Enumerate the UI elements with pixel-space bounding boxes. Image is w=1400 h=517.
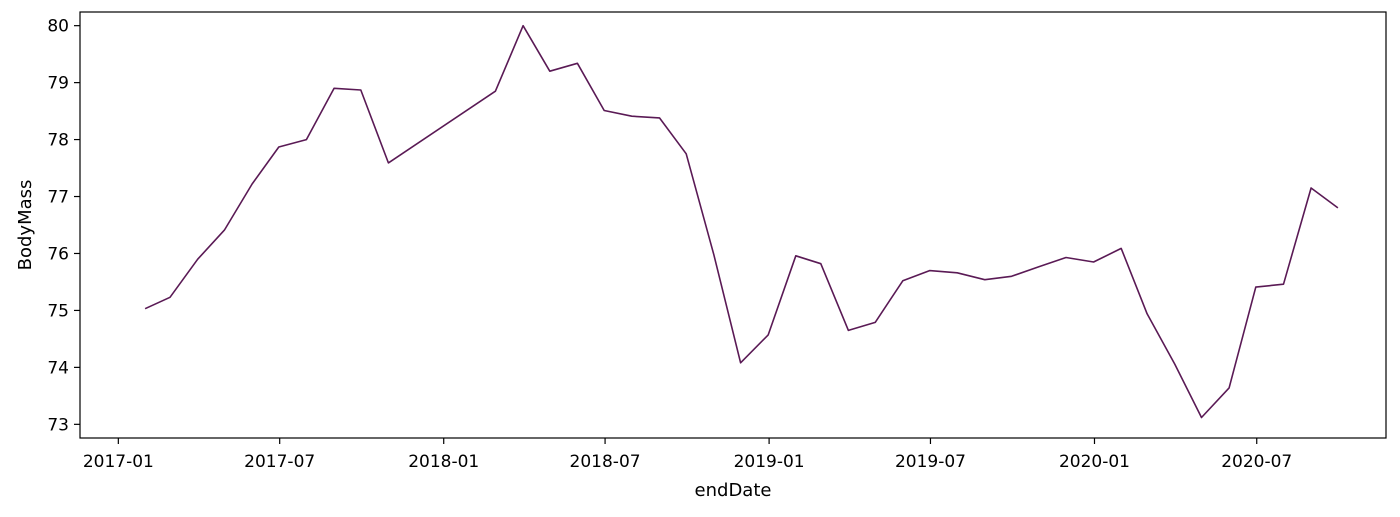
data-point — [984, 279, 986, 281]
data-point — [658, 117, 660, 119]
data-point — [631, 115, 633, 117]
x-tick-label: 2017-01 — [83, 452, 154, 472]
data-point — [603, 109, 605, 111]
y-tick-label: 78 — [47, 131, 69, 151]
data-point — [169, 296, 171, 298]
y-tick-label: 77 — [47, 188, 69, 208]
x-tick-label: 2019-01 — [734, 452, 805, 472]
data-point — [305, 138, 307, 140]
data-point — [1337, 207, 1339, 209]
data-point — [874, 321, 876, 323]
data-point — [1092, 261, 1094, 263]
x-tick-label: 2020-01 — [1059, 452, 1130, 472]
data-point — [1282, 283, 1284, 285]
data-point — [360, 89, 362, 91]
y-tick-label: 79 — [47, 74, 69, 94]
x-tick-label: 2020-07 — [1221, 452, 1292, 472]
data-point — [197, 258, 199, 260]
x-tick-label: 2018-07 — [570, 452, 641, 472]
x-axis-label: endDate — [695, 480, 772, 501]
data-point — [847, 329, 849, 331]
y-tick-label: 76 — [47, 244, 69, 264]
y-tick-label: 74 — [47, 358, 69, 378]
y-axis-label: BodyMass — [15, 180, 36, 271]
data-point — [928, 269, 930, 271]
data-point — [223, 229, 225, 231]
data-point — [549, 70, 551, 72]
data-point — [387, 162, 389, 164]
data-point — [820, 263, 822, 265]
data-point — [251, 183, 253, 185]
data-point — [1174, 363, 1176, 365]
data-point — [1010, 275, 1012, 277]
data-point — [522, 25, 524, 27]
data-point — [739, 362, 741, 364]
y-tick-label: 73 — [47, 415, 69, 435]
data-point — [144, 308, 146, 310]
data-point — [576, 62, 578, 64]
data-point — [1228, 387, 1230, 389]
data-point — [1200, 416, 1202, 418]
series-line — [144, 24, 1339, 419]
data-point — [1065, 256, 1067, 258]
data-point — [685, 153, 687, 155]
data-point — [1255, 286, 1257, 288]
y-tick-label: 80 — [47, 17, 69, 37]
y-tick-label: 75 — [47, 301, 69, 321]
x-tick-label: 2019-07 — [895, 452, 966, 472]
data-point — [767, 334, 769, 336]
plot-area-frame — [79, 11, 1387, 439]
data-point — [278, 146, 280, 148]
data-point — [1310, 187, 1312, 189]
x-axis: 2017-01 2017-07 2018-01 2018-07 2019-01 2019-… — [83, 438, 1292, 472]
x-tick-label: 2018-01 — [408, 452, 479, 472]
data-point — [494, 90, 496, 92]
data-point — [333, 87, 335, 89]
data-point — [1038, 265, 1040, 267]
x-tick-label: 2017-07 — [244, 452, 315, 472]
data-point — [713, 253, 715, 255]
data-point — [902, 280, 904, 282]
data-point — [1120, 247, 1122, 249]
data-point — [956, 272, 958, 274]
data-point — [1146, 313, 1148, 315]
data-point — [795, 255, 797, 257]
y-axis: 73 74 75 76 77 78 79 80 — [47, 17, 80, 435]
data-points — [144, 25, 1339, 419]
